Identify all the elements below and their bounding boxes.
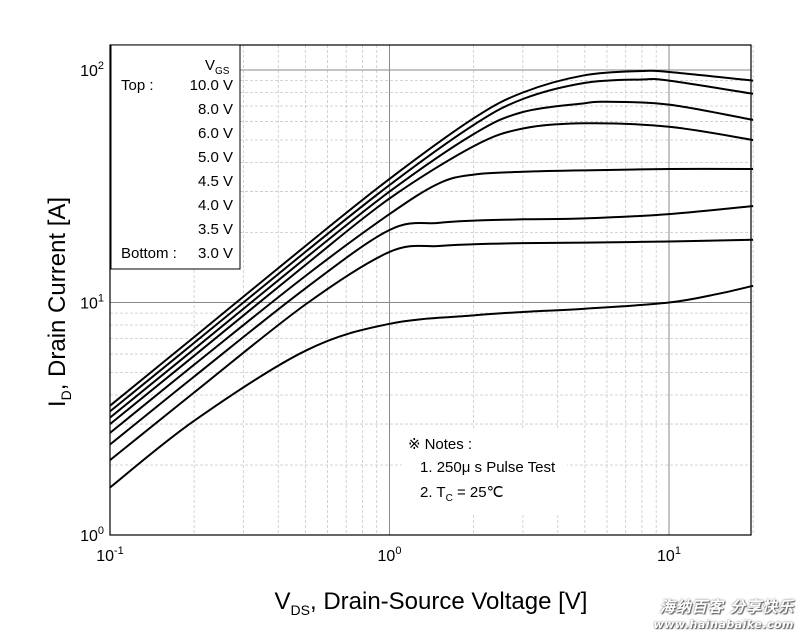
legend-entry-8: 3.0 V [198, 245, 233, 262]
legend-entries: 10.0 V 8.0 V 6.0 V 5.0 V 4.5 V 4.0 V 3.5 V 3.0 … [190, 77, 233, 262]
series-layer [109, 69, 754, 489]
legend-title: VGS [205, 57, 230, 77]
watermark-text: 海纳百客 分享快乐 [659, 598, 794, 616]
legend-entry-6: 4.0 V [198, 197, 233, 214]
legend-entry-3: 6.0 V [198, 125, 233, 142]
legend-entry-4: 5.0 V [198, 149, 233, 166]
legend-top-label: Top : [121, 77, 154, 94]
plot-frame [109, 44, 752, 536]
notes-background [402, 430, 567, 515]
y-axis-label: ID, Drain Current [A] [44, 197, 74, 407]
series-line-7 [109, 238, 754, 461]
notes-item-2: 2. TC = 25℃ [420, 484, 503, 504]
x-axis-label: VDS, Drain-Source Voltage [V] [275, 588, 588, 618]
series-line-5 [109, 167, 754, 434]
x-tick-label-3: 101 [657, 545, 681, 565]
legend-bottom-label: Bottom : [121, 245, 177, 262]
watermark-url: www.hainabaike.com [653, 618, 794, 631]
legend-entry-5: 4.5 V [198, 173, 233, 190]
series-line-3 [109, 100, 754, 419]
legend-entry-2: 8.0 V [198, 101, 233, 118]
legend-entry-7: 3.5 V [198, 221, 233, 238]
series-line-6 [109, 205, 754, 446]
notes: ※ Notes : 1. 250μ s Pulse Test 2. TC = 25… [402, 430, 567, 515]
y-tick-label-3: 102 [80, 60, 104, 80]
watermark: 海纳百客 分享快乐 www.hainabaike.com [654, 599, 794, 633]
y-tick-label-2: 101 [80, 293, 104, 313]
legend-box [110, 44, 241, 270]
x-tick-label-2: 100 [378, 545, 402, 565]
series-line-4 [109, 122, 754, 425]
series-line-2 [109, 78, 754, 413]
notes-item-1: 1. 250μ s Pulse Test [420, 459, 556, 476]
series-line-1 [109, 69, 754, 407]
legend: VGS Top : Bottom : 10.0 V 8.0 V 6.0 V 5.0 V… [110, 44, 241, 270]
legend-entry-1: 10.0 V [190, 77, 233, 94]
x-tick-label-1: 10-1 [96, 545, 124, 565]
notes-title: ※ Notes : [408, 436, 472, 453]
y-tick-label-1: 100 [80, 525, 104, 545]
series-line-8 [109, 284, 754, 489]
